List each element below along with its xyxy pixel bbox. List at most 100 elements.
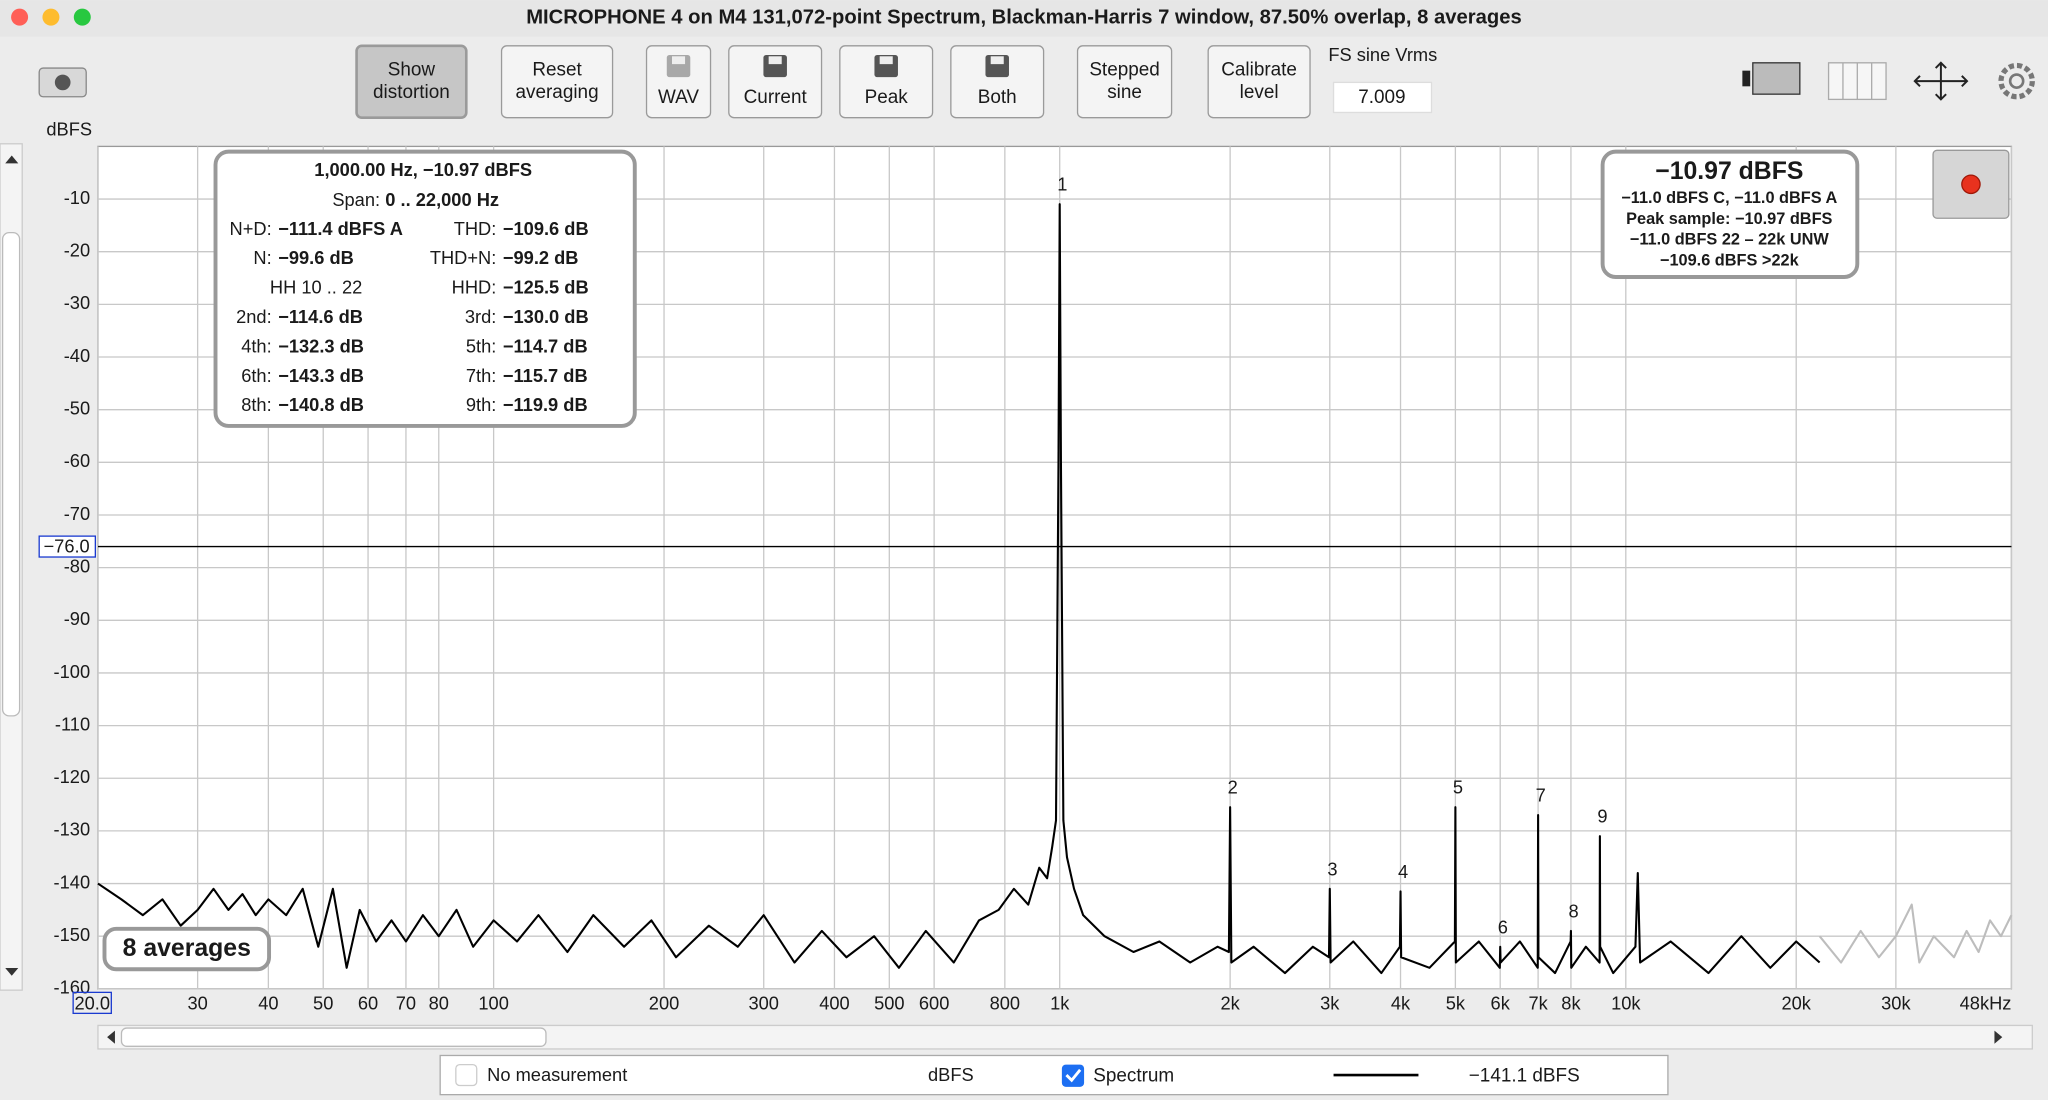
harmonic-label: 8	[1568, 900, 1578, 921]
x-range-box	[72, 991, 112, 1015]
toolbar-button[interactable]: Peak	[839, 45, 934, 119]
fs-field[interactable]	[1332, 81, 1433, 114]
x-tick-label: 10k	[1611, 992, 1641, 1013]
harmonic-label: 9	[1597, 806, 1607, 827]
distortion-label: 5th:	[466, 335, 496, 356]
y-tick-label: -130	[54, 819, 91, 840]
window-control[interactable]	[11, 8, 29, 26]
button-frame[interactable]	[1207, 45, 1311, 119]
x-tick-label: 7k	[1528, 992, 1548, 1013]
distortion-value: −132.3 dB	[278, 335, 364, 356]
y-tick-label: -70	[64, 503, 90, 524]
record-button[interactable]	[1932, 149, 2010, 219]
record-dot[interactable]	[1961, 174, 1981, 195]
spectrum-line	[1818, 903, 2013, 964]
distortion-label: THD:	[454, 218, 497, 239]
distortion-label: 6th:	[241, 365, 271, 386]
harmonic-label: 7	[1536, 785, 1546, 806]
v-scroll-thumb[interactable]	[1, 231, 21, 717]
icon-shape[interactable]	[1998, 62, 2035, 100]
legend-bar	[439, 1054, 1669, 1096]
toolbar-button: WAV	[645, 45, 712, 119]
checkbox[interactable]	[1061, 1064, 1085, 1087]
distortion-value: −130.0 dB	[503, 306, 589, 327]
distortion-heading: 1,000.00 Hz, −10.97 dBFS	[314, 159, 532, 180]
distortion-value: −111.4 dBFS A	[278, 218, 403, 239]
legend-name: Spectrum	[1093, 1065, 1174, 1086]
y-tick-label: -60	[64, 450, 90, 471]
icon-shape[interactable]	[1742, 70, 1751, 87]
y-tick-label: -10	[64, 187, 90, 208]
x-tick-label: 800	[990, 992, 1020, 1013]
h-scrollbar[interactable]	[97, 1024, 2033, 1050]
x-tick-label: 1k	[1050, 992, 1070, 1013]
title-bar	[0, 0, 2048, 37]
y-tick-label: -20	[64, 240, 90, 261]
button-frame[interactable]	[950, 45, 1045, 119]
button-frame[interactable]	[839, 45, 934, 119]
cursor-label: −76.0	[44, 536, 90, 557]
button-icon-slot	[879, 56, 893, 65]
button-label: Both	[978, 87, 1017, 108]
toolbar-button[interactable]: Current	[728, 45, 823, 119]
icon-shape[interactable]	[1752, 62, 1801, 95]
h-scroll-thumb[interactable]	[120, 1027, 547, 1047]
zoom-button[interactable]	[1913, 61, 1969, 101]
averages-box	[102, 926, 272, 972]
x-tick-label: 5k	[1446, 992, 1466, 1013]
distortion-value: −99.6 dB	[278, 247, 354, 268]
fs-label: FS sine Vrms	[1328, 44, 1437, 65]
x-tick-label: 80	[429, 992, 449, 1013]
distortion-label: HH 10 .. 22	[270, 277, 362, 298]
columns-button[interactable]	[1827, 62, 1887, 101]
y-tick-label: -100	[54, 661, 91, 682]
span-value: 0 .. 22,000 Hz	[385, 189, 499, 210]
distortion-label: 9th:	[466, 394, 496, 415]
button-frame[interactable]	[500, 45, 614, 119]
span-label: Span:	[332, 189, 380, 210]
y-tick-label: -110	[55, 713, 90, 734]
camera-button[interactable]	[38, 67, 87, 98]
toolbar-button[interactable]: Both	[950, 45, 1045, 119]
settings-button[interactable]	[1998, 62, 2035, 100]
button-frame[interactable]	[1076, 45, 1173, 119]
window-control[interactable]	[73, 8, 91, 26]
x-tick-label: 8k	[1561, 992, 1581, 1013]
button-label: sine	[1107, 82, 1142, 103]
y-tick-label: -90	[64, 608, 90, 629]
distortion-value: −119.9 dB	[503, 394, 588, 415]
level-box	[1600, 149, 1860, 279]
camera-lens[interactable]	[54, 74, 71, 91]
button-frame[interactable]	[728, 45, 823, 119]
distortion-label: 8th:	[241, 394, 271, 415]
x-tick-label: 100	[478, 992, 508, 1013]
checkmark[interactable]	[1065, 1068, 1082, 1083]
harmonic-label: 1	[1057, 174, 1067, 195]
distortion-value: −114.7 dB	[503, 335, 588, 356]
x-tick-label: 300	[748, 992, 778, 1013]
distortion-label: 4th:	[241, 335, 271, 356]
window-control[interactable]	[42, 8, 60, 26]
x-tick-label: 70	[396, 992, 416, 1013]
spectrum-line	[97, 203, 1821, 975]
distortion-value: −114.6 dB	[278, 306, 363, 327]
distortion-label: 2nd:	[236, 306, 272, 327]
icon-shape[interactable]	[2008, 73, 2025, 89]
distortion-label: HHD:	[452, 277, 497, 298]
icon-shape[interactable]	[1913, 61, 1969, 101]
cursor-label-box	[38, 535, 96, 558]
level-line: Peak sample: −10.97 dBFS	[1626, 210, 1832, 228]
layout-button[interactable]	[1742, 62, 1801, 95]
button-label: Reset	[532, 60, 582, 81]
button-frame[interactable]	[355, 44, 468, 119]
y-tick-label: -120	[54, 766, 91, 787]
button-frame	[645, 45, 712, 119]
distortion-label: THD+N:	[430, 247, 496, 268]
harmonic-label: 4	[1398, 861, 1408, 882]
checkbox[interactable]	[455, 1063, 478, 1087]
button-label: Stepped	[1089, 60, 1160, 81]
